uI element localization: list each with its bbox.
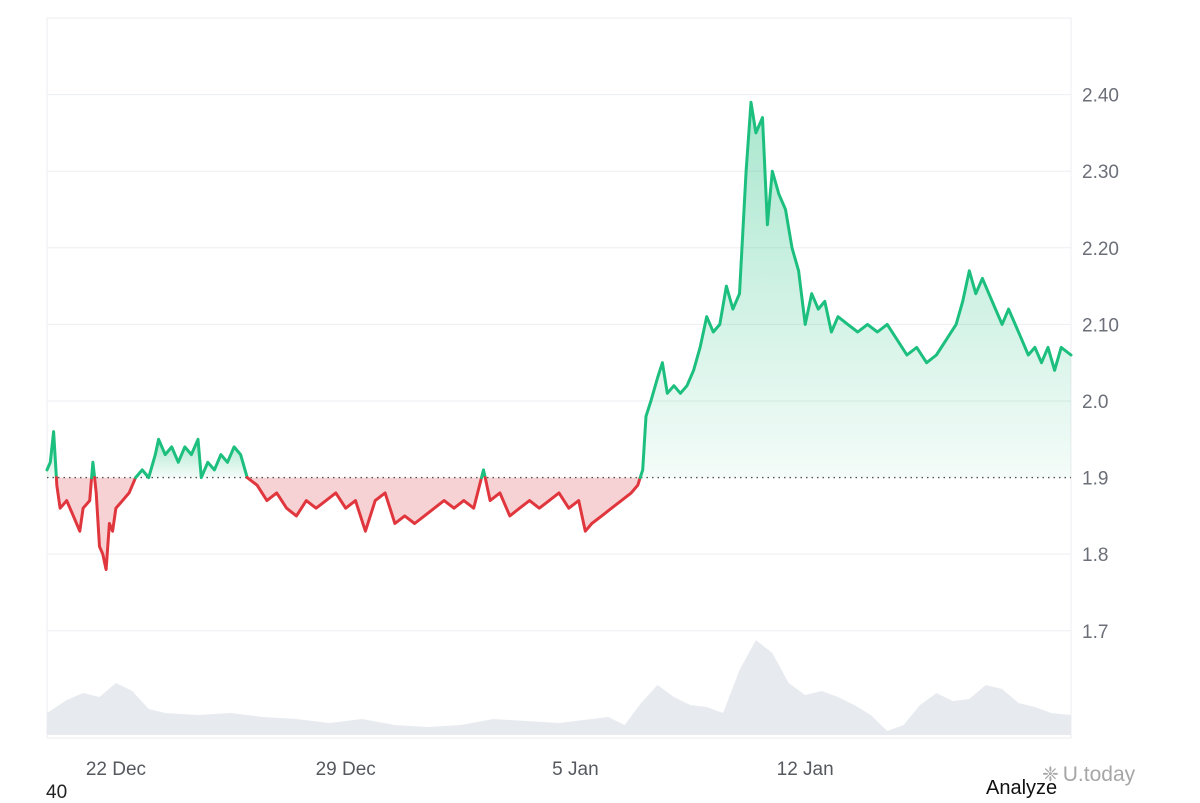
- y-tick-label: 1.9: [1082, 469, 1108, 490]
- price-line-down: [483, 476, 642, 533]
- price-line-up: [45, 430, 58, 480]
- x-tick-label: 22 Dec: [86, 759, 146, 780]
- stray-label: 40: [46, 782, 68, 803]
- loss-fill: [94, 477, 136, 570]
- loss-fill: [56, 477, 92, 532]
- share-icon: ❈: [1042, 764, 1059, 786]
- x-tick-label: 29 Dec: [316, 759, 376, 780]
- x-tick-label: 5 Jan: [552, 759, 598, 780]
- y-tick-label: 2.20: [1082, 239, 1119, 260]
- volume-area-shape: [47, 640, 1071, 735]
- y-tick-label: 2.40: [1082, 86, 1119, 107]
- price-line-down: [54, 476, 94, 533]
- watermark: ❈ U.today: [1042, 762, 1135, 787]
- analyze-button[interactable]: Analyze: [986, 777, 1058, 799]
- gain-fill: [640, 102, 1071, 478]
- price-line-up: [480, 468, 487, 480]
- price-line-up: [90, 460, 97, 480]
- y-tick-label: 2.30: [1082, 162, 1119, 183]
- loss-fill: [247, 477, 482, 532]
- price-line-down: [93, 476, 138, 571]
- y-axis-labels: 2.40 2.30 2.20 2.10 2.0 1.9 1.8 1.7: [1082, 86, 1119, 643]
- volume-area: [47, 640, 1071, 735]
- price-line-up: [134, 437, 249, 480]
- watermark-text: U.today: [1062, 762, 1136, 786]
- price-line-down: [245, 476, 483, 533]
- x-tick-label: 12 Jan: [777, 759, 834, 780]
- loss-fill: [485, 477, 641, 532]
- y-tick-label: 2.0: [1082, 392, 1108, 413]
- y-tick-label: 1.7: [1082, 622, 1108, 643]
- grid-lines: [47, 94, 1071, 632]
- price-line-up: [638, 100, 1073, 480]
- gain-fill: [135, 439, 248, 478]
- y-tick-label: 1.8: [1082, 545, 1108, 566]
- x-axis-labels: 22 Dec 29 Dec 5 Jan 12 Jan: [86, 759, 834, 780]
- price-line: [45, 100, 1073, 571]
- y-tick-label: 2.10: [1082, 315, 1119, 336]
